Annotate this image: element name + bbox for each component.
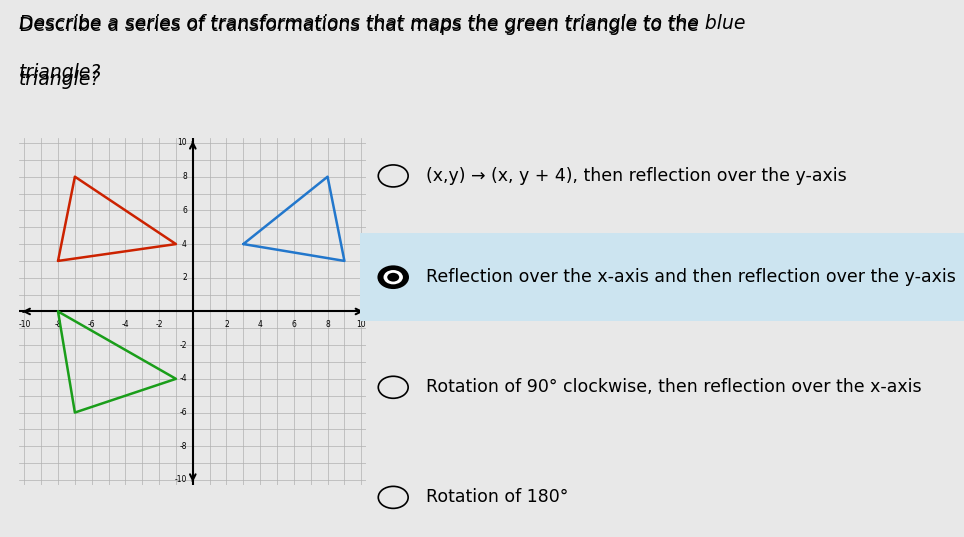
Text: 8: 8 [325, 320, 330, 329]
Text: -10: -10 [174, 475, 187, 484]
Text: (x,y) → (x, y + 4), then reflection over the y-axis: (x,y) → (x, y + 4), then reflection over… [426, 167, 846, 185]
FancyBboxPatch shape [361, 233, 964, 321]
Text: -6: -6 [179, 408, 187, 417]
Text: Reflection over the x-axis and then reflection over the y-axis: Reflection over the x-axis and then refl… [426, 268, 956, 286]
Text: -2: -2 [179, 340, 187, 350]
Circle shape [388, 273, 399, 281]
Text: Rotation of 180°: Rotation of 180° [426, 488, 569, 506]
Text: -6: -6 [88, 320, 95, 329]
Text: Describe a series of transformations that maps the green triangle to the blue: Describe a series of transformations tha… [19, 14, 746, 33]
Circle shape [384, 270, 403, 285]
Text: -8: -8 [54, 320, 62, 329]
Text: 4: 4 [182, 240, 187, 249]
Text: triangle?: triangle? [19, 63, 101, 82]
Text: 4: 4 [257, 320, 262, 329]
Text: 6: 6 [291, 320, 296, 329]
Circle shape [378, 266, 408, 288]
Text: -4: -4 [121, 320, 129, 329]
Text: triangle?: triangle? [19, 70, 101, 89]
Text: 2: 2 [182, 273, 187, 282]
Text: -2: -2 [155, 320, 163, 329]
Text: -8: -8 [179, 442, 187, 451]
Text: Rotation of 90° clockwise, then reflection over the x-axis: Rotation of 90° clockwise, then reflecti… [426, 378, 922, 396]
Text: 2: 2 [224, 320, 228, 329]
Text: 8: 8 [182, 172, 187, 181]
Text: 10: 10 [357, 320, 366, 329]
Text: -4: -4 [179, 374, 187, 383]
Text: 6: 6 [182, 206, 187, 215]
Text: -10: -10 [18, 320, 31, 329]
Text: 10: 10 [177, 139, 187, 148]
Text: Describe a series of transformations that maps the green triangle to the: Describe a series of transformations tha… [19, 16, 705, 35]
